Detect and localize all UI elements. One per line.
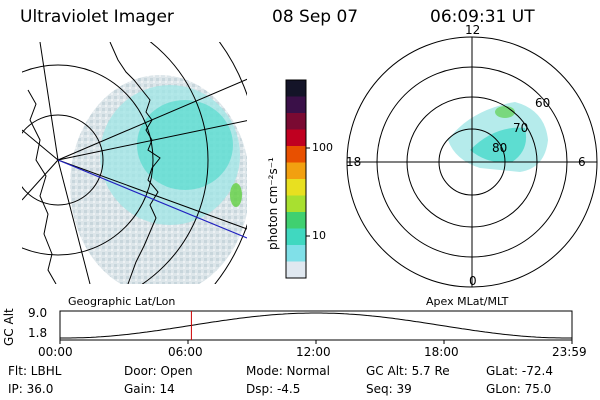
satellite-track <box>57 159 247 239</box>
colorbar-segment <box>286 261 306 279</box>
x-tick-label: 18:00 <box>424 345 459 359</box>
lat-circle <box>22 114 104 206</box>
status-glon: GLon: 75.0 <box>486 382 552 396</box>
instrument-title: Ultraviolet Imager <box>20 7 174 27</box>
status-dsp: Dsp: -4.5 <box>246 382 301 396</box>
meridian <box>57 78 247 161</box>
lat-circle <box>141 42 209 284</box>
mlt-label-18: 18 <box>346 155 362 169</box>
colorbar-segment <box>286 96 306 114</box>
colorbar <box>286 80 306 279</box>
aurora-core <box>137 100 233 190</box>
meridian <box>57 120 247 161</box>
altitude-frame <box>59 310 573 341</box>
aurora-edge <box>230 183 242 207</box>
status-mode: Mode: Normal <box>246 364 330 378</box>
colorbar-segment <box>286 179 306 196</box>
colorbar-tick-label-10: 10 <box>312 229 326 242</box>
lat-label-80: 80 <box>492 141 508 155</box>
x-tick-label: 23:59 <box>552 345 587 359</box>
colorbar-segment <box>286 146 306 163</box>
colorbar-segment <box>286 80 306 97</box>
lat-lon-grid <box>22 42 247 284</box>
auroral-oval-core <box>470 127 527 163</box>
colorbar-segment <box>286 195 306 213</box>
colorbar-segment <box>286 212 306 229</box>
geographic-map <box>22 42 247 284</box>
x-tick-label: 06:00 <box>168 345 203 359</box>
altitude-ytick-min: 1.8 <box>28 326 48 340</box>
polar-plot <box>346 36 598 288</box>
geo-map-caption: Geographic Lat/Lon <box>68 295 176 308</box>
lat-label-60: 60 <box>535 96 551 110</box>
date-label: 08 Sep 07 <box>272 7 359 27</box>
colorbar-segment <box>286 113 306 130</box>
colorbar-segment <box>286 245 306 262</box>
altitude-ylabel: GC Alt <box>2 308 16 346</box>
colorbar-segment <box>286 228 306 246</box>
status-door: Door: Open <box>124 364 193 378</box>
auroral-spot <box>495 106 515 118</box>
lat-label-70: 70 <box>513 121 529 135</box>
altitude-ytick-max: 9.0 <box>28 306 48 320</box>
mlt-label-12: 12 <box>465 23 481 37</box>
x-tick-label: 00:00 <box>38 345 73 359</box>
status-ip: IP: 36.0 <box>8 382 54 396</box>
status-gain: Gain: 14 <box>124 382 175 396</box>
colorbar-frame <box>285 79 307 279</box>
colorbar-tick-label-100: 100 <box>312 141 333 154</box>
status-glat: GLat: -72.4 <box>486 364 553 378</box>
meridian <box>57 159 91 284</box>
mlt-label-0: 0 <box>469 274 477 288</box>
altitude-plot <box>59 310 573 344</box>
colorbar-segment <box>286 129 306 147</box>
status-filter: Flt: LBHL <box>8 364 62 378</box>
polar-plot-caption: Apex MLat/MLT <box>426 295 509 308</box>
colorbar-segment <box>286 162 306 180</box>
meridian <box>57 159 247 230</box>
status-seq: Seq: 39 <box>366 382 412 396</box>
colorbar-unit-label: photon cm⁻²s⁻¹ <box>266 157 280 250</box>
meridian <box>39 42 59 161</box>
x-tick-label: 12:00 <box>296 345 331 359</box>
lat-circle <box>22 64 154 256</box>
time-label: 06:09:31 UT <box>430 7 535 27</box>
meridian <box>22 159 59 201</box>
meridian <box>22 129 59 161</box>
status-gc-alt: GC Alt: 5.7 Re <box>366 364 450 378</box>
coastline <box>109 42 161 284</box>
altitude-curve <box>60 312 572 339</box>
coastline-west <box>27 89 57 284</box>
mlt-label-6: 6 <box>578 155 586 169</box>
